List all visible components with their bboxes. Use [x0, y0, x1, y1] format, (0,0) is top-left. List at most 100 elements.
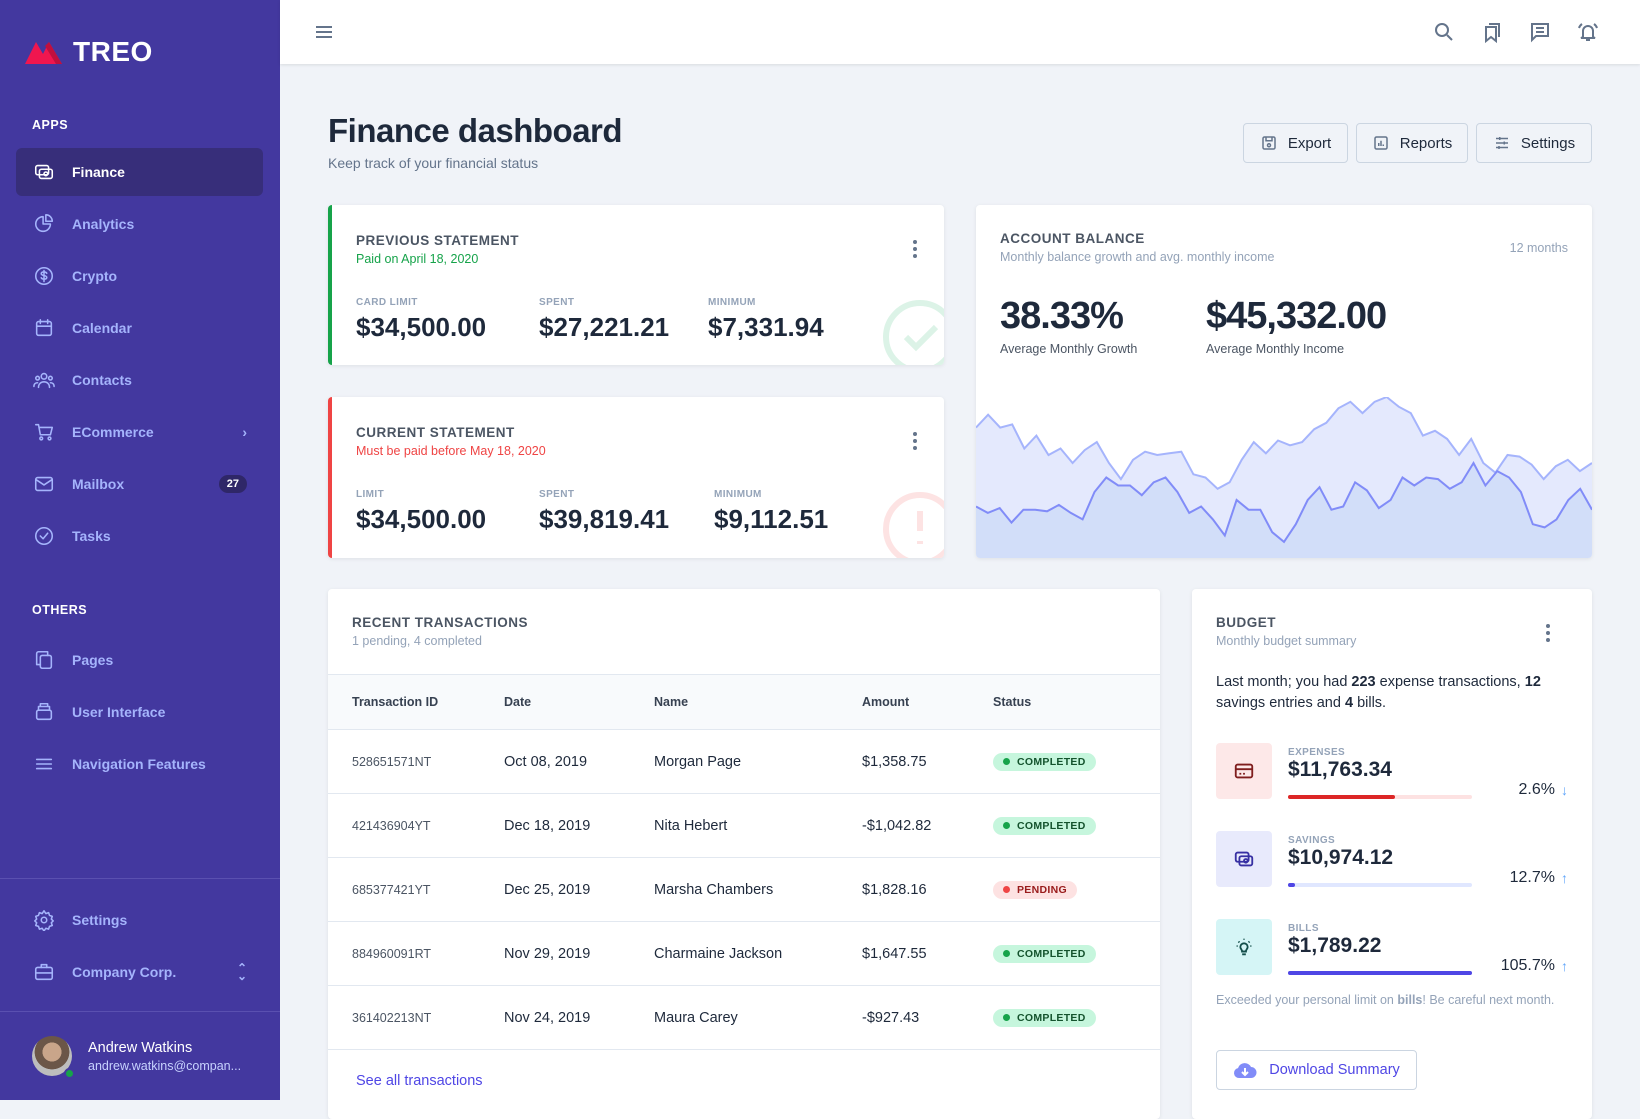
- budget-item-savings: SAVINGS $10,974.12 12.7% ↑: [1216, 831, 1568, 887]
- avatar: [32, 1036, 75, 1079]
- income-stat: $45,332.00 Average Monthly Income: [1206, 295, 1387, 356]
- card-subtitle: Paid on April 18, 2020: [356, 252, 479, 266]
- top-header: [280, 0, 1640, 64]
- column-header[interactable]: Status: [993, 695, 1032, 709]
- notifications-bell-icon[interactable]: [1576, 20, 1600, 44]
- reports-button[interactable]: Reports: [1356, 123, 1468, 163]
- user-group-icon: [33, 372, 55, 389]
- sidebar-item-mailbox[interactable]: Mailbox 27: [16, 460, 263, 508]
- user-profile[interactable]: Andrew Watkins andrew.watkins@compan...: [32, 1036, 242, 1079]
- table-row[interactable]: 528651571NT Oct 08, 2019 Morgan Page $1,…: [328, 730, 1160, 794]
- sidebar-item-label: Company Corp.: [72, 964, 177, 980]
- series-2-line: [976, 460, 1592, 544]
- sidebar-item-finance[interactable]: Finance: [16, 148, 263, 196]
- reports-label: Reports: [1399, 134, 1453, 152]
- budget-progress-bar: [1288, 971, 1472, 975]
- table-row[interactable]: 421436904YT Dec 18, 2019 Nita Hebert -$1…: [328, 794, 1160, 858]
- sidebar-item-label: Mailbox: [72, 476, 125, 492]
- sidebar-item-label: Pages: [72, 652, 114, 668]
- cash-icon: [1234, 851, 1254, 867]
- calendar-icon: [35, 318, 53, 337]
- sidebar-item-tasks[interactable]: Tasks: [16, 512, 263, 560]
- budget-progress-bar: [1288, 883, 1472, 887]
- more-options-icon[interactable]: [1545, 623, 1551, 643]
- cash-icon: [34, 164, 54, 180]
- sidebar-item-crypto[interactable]: Crypto: [16, 252, 263, 300]
- stat-minimum: MINIMUM $9,112.51: [714, 489, 829, 534]
- see-all-transactions-link[interactable]: See all transactions: [356, 1073, 483, 1089]
- search-icon[interactable]: [1432, 20, 1456, 44]
- budget-item-change: 105.7% ↑: [1500, 957, 1568, 974]
- sidebar-item-contacts[interactable]: Contacts: [16, 356, 263, 404]
- growth-stat: 38.33% Average Monthly Growth: [1000, 295, 1138, 356]
- export-button[interactable]: Export: [1243, 123, 1348, 163]
- settings-button[interactable]: Settings: [1476, 123, 1592, 163]
- table-row[interactable]: 685377421YT Dec 25, 2019 Marsha Chambers…: [328, 858, 1160, 922]
- save-icon: [1262, 136, 1276, 150]
- series-1-line: [976, 397, 1592, 491]
- budget-item-expenses: EXPENSES $11,763.34 2.6% ↓: [1216, 743, 1568, 799]
- card-subtitle: Monthly budget summary: [1216, 634, 1357, 648]
- sidebar-item-settings[interactable]: Settings: [16, 896, 263, 944]
- column-header[interactable]: Amount: [862, 695, 910, 709]
- budget-item-change: 12.7% ↑: [1509, 869, 1568, 886]
- sidebar-item-pages[interactable]: Pages: [16, 636, 263, 684]
- budget-card: BUDGET Monthly budget summary Last month…: [1192, 589, 1592, 1119]
- transaction-id: 528651571NT: [352, 754, 432, 769]
- sidebar-item-user-interface[interactable]: User Interface: [16, 688, 263, 736]
- user-email: andrew.watkins@compan...: [88, 1058, 242, 1073]
- budget-item-icon-box: [1216, 919, 1272, 975]
- page-title: Finance dashboard: [328, 112, 623, 149]
- sidebar-item-label: ECommerce: [72, 424, 154, 440]
- check-circle-icon: [34, 526, 54, 546]
- selector-icon[interactable]: ⌃ ⌄: [236, 961, 247, 983]
- unread-count-badge: 27: [218, 475, 247, 493]
- user-name: Andrew Watkins: [88, 1039, 193, 1056]
- transaction-amount: $1,358.75: [862, 753, 927, 770]
- column-header[interactable]: Date: [504, 695, 532, 709]
- table-row[interactable]: 884960091RT Nov 29, 2019 Charmaine Jacks…: [328, 922, 1160, 986]
- budget-item-value: $10,974.12: [1288, 846, 1394, 869]
- bookmarks-icon[interactable]: [1480, 20, 1504, 44]
- shopping-cart-icon: [34, 423, 54, 441]
- budget-item-icon-box: [1216, 831, 1272, 887]
- budget-summary-text: Last month; you had 223 expense transact…: [1216, 674, 1541, 711]
- more-options-icon[interactable]: [912, 431, 918, 451]
- table-row[interactable]: 361402213NT Nov 24, 2019 Maura Carey -$9…: [328, 986, 1160, 1050]
- transaction-name: Charmaine Jackson: [654, 945, 783, 962]
- chart-pie-icon: [35, 214, 54, 233]
- transaction-id: 421436904YT: [352, 818, 431, 833]
- sidebar-item-ecommerce[interactable]: ECommerce ›: [16, 408, 263, 456]
- transaction-date: Oct 08, 2019: [504, 753, 588, 770]
- currency-dollar-icon: [34, 266, 54, 286]
- transaction-amount: $1,647.55: [862, 945, 927, 962]
- period-label: 12 months: [1509, 241, 1568, 255]
- sidebar-item-navigation-features[interactable]: Navigation Features: [16, 740, 263, 788]
- budget-item-value: $11,763.34: [1288, 758, 1392, 781]
- stat-card-limit: CARD LIMIT $34,500.00: [356, 297, 487, 342]
- transaction-date: Nov 29, 2019: [504, 945, 591, 962]
- adjustments-icon: [1495, 137, 1508, 149]
- messages-icon[interactable]: [1528, 20, 1552, 44]
- briefcase-icon: [34, 963, 54, 981]
- cloud-download-icon: [1234, 1063, 1257, 1078]
- status-badge: COMPLETED: [993, 1008, 1096, 1027]
- column-header[interactable]: Transaction ID: [352, 695, 439, 709]
- download-summary-button[interactable]: Download Summary: [1216, 1050, 1417, 1090]
- budget-item-label: BILLS: [1288, 923, 1319, 934]
- column-header[interactable]: Name: [654, 695, 689, 709]
- transaction-date: Nov 24, 2019: [504, 1009, 591, 1026]
- logo[interactable]: TREO: [25, 36, 153, 68]
- sidebar-item-company-corp[interactable]: Company Corp. ⌃ ⌄: [16, 948, 263, 996]
- stat-spent: SPENT $27,221.21: [539, 297, 670, 342]
- sidebar-item-calendar[interactable]: Calendar: [16, 304, 263, 352]
- sidebar-item-analytics[interactable]: Analytics: [16, 200, 263, 248]
- current-statement-card: CURRENT STATEMENT Must be paid before Ma…: [328, 397, 944, 558]
- mail-icon: [34, 476, 54, 492]
- menu-toggle-icon[interactable]: [312, 20, 336, 44]
- card-title: RECENT TRANSACTIONS: [352, 615, 529, 630]
- budget-item-icon-box: [1216, 743, 1272, 799]
- check-circle-watermark-icon: [883, 300, 944, 365]
- balance-area-chart: [976, 397, 1592, 558]
- more-options-icon[interactable]: [912, 239, 918, 259]
